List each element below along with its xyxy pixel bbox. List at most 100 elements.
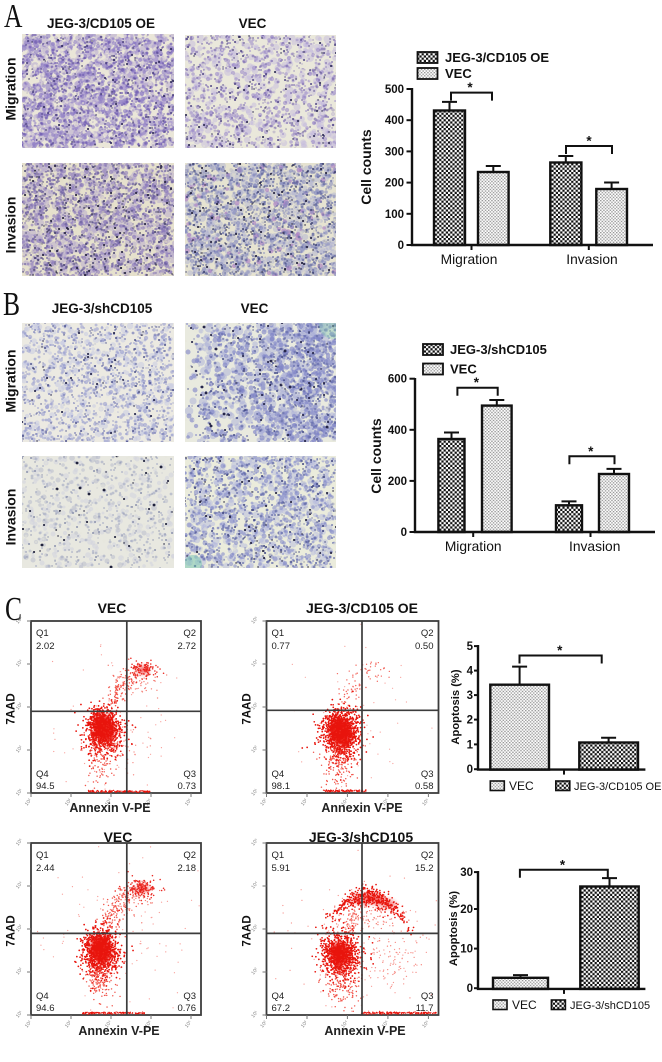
- svg-text:Q1: Q1: [36, 850, 49, 861]
- svg-text:10²: 10²: [250, 745, 259, 755]
- svg-text:10⁴: 10⁴: [104, 1019, 113, 1029]
- svg-text:10³: 10³: [300, 1020, 309, 1030]
- svg-text:200: 200: [385, 178, 404, 190]
- svg-text:0.77: 0.77: [272, 641, 291, 652]
- svg-text:10⁵: 10⁵: [184, 798, 193, 808]
- svg-text:10⁴: 10⁴: [15, 880, 24, 890]
- svg-text:94.6: 94.6: [36, 1003, 55, 1014]
- svg-text:Q3: Q3: [183, 769, 196, 780]
- svg-text:2: 2: [467, 715, 473, 727]
- svg-text:1: 1: [467, 739, 474, 751]
- svg-text:15.2: 15.2: [415, 863, 434, 874]
- svg-text:3: 3: [467, 690, 473, 702]
- svg-text:10⁵: 10⁵: [381, 798, 390, 808]
- svg-text:Q3: Q3: [421, 769, 434, 780]
- svg-text:10³: 10³: [64, 798, 73, 808]
- svg-text:Q1: Q1: [36, 628, 49, 639]
- svg-text:2.02: 2.02: [36, 641, 55, 652]
- svg-text:Q1: Q1: [272, 850, 285, 861]
- svg-text:0: 0: [467, 983, 473, 995]
- svg-text:JEG-3/CD105 OE: JEG-3/CD105 OE: [445, 50, 549, 65]
- svg-text:0: 0: [398, 240, 404, 252]
- svg-text:Invasion: Invasion: [2, 489, 18, 546]
- svg-text:Q2: Q2: [421, 628, 434, 639]
- svg-text:*: *: [588, 444, 594, 459]
- svg-text:10²: 10²: [24, 798, 33, 808]
- svg-text:JEG-3/shCD105: JEG-3/shCD105: [450, 342, 547, 357]
- svg-text:7AAD: 7AAD: [6, 694, 18, 725]
- svg-text:Q3: Q3: [183, 991, 196, 1002]
- svg-text:0.73: 0.73: [178, 781, 197, 792]
- svg-text:*: *: [474, 375, 480, 390]
- svg-text:10³: 10³: [15, 702, 24, 712]
- svg-text:300: 300: [385, 146, 404, 158]
- svg-text:0: 0: [467, 764, 473, 776]
- svg-text:98.1: 98.1: [272, 781, 291, 792]
- svg-text:4: 4: [467, 666, 474, 678]
- svg-text:5.91: 5.91: [272, 863, 291, 874]
- svg-text:Invasion: Invasion: [566, 252, 617, 267]
- svg-text:600: 600: [388, 374, 407, 386]
- svg-text:10⁴: 10⁴: [104, 797, 113, 807]
- svg-text:400: 400: [385, 115, 404, 127]
- svg-text:0.76: 0.76: [178, 1003, 197, 1014]
- svg-text:20: 20: [460, 904, 473, 916]
- svg-text:Apoptosis (%): Apoptosis (%): [450, 669, 462, 744]
- svg-text:10⁵: 10⁵: [184, 1020, 193, 1030]
- svg-text:0: 0: [401, 527, 407, 539]
- svg-text:Migration: Migration: [445, 539, 502, 554]
- svg-text:10²: 10²: [15, 745, 24, 755]
- svg-text:10⁴: 10⁴: [15, 658, 24, 668]
- svg-text:Apoptosis (%): Apoptosis (%): [448, 891, 460, 966]
- svg-text:VEC: VEC: [512, 998, 537, 1012]
- svg-text:2.72: 2.72: [178, 641, 197, 652]
- svg-text:10⁴: 10⁴: [250, 658, 259, 668]
- svg-text:10²: 10²: [259, 798, 268, 808]
- svg-text:10⁵: 10⁵: [15, 616, 24, 626]
- svg-text:10²: 10²: [259, 1020, 268, 1030]
- svg-text:Q2: Q2: [183, 628, 196, 639]
- svg-text:10¹: 10¹: [250, 1010, 259, 1020]
- svg-text:Migration: Migration: [441, 252, 498, 267]
- svg-text:11.7: 11.7: [416, 1003, 434, 1014]
- svg-text:94.5: 94.5: [36, 781, 55, 792]
- svg-text:10³: 10³: [15, 924, 24, 934]
- svg-text:200: 200: [388, 476, 407, 488]
- svg-text:10³: 10³: [64, 1020, 73, 1030]
- svg-text:Q4: Q4: [272, 769, 285, 780]
- svg-text:30: 30: [460, 867, 473, 879]
- svg-text:10²: 10²: [250, 967, 259, 977]
- svg-text:VEC: VEC: [450, 362, 477, 377]
- svg-text:100: 100: [385, 209, 404, 221]
- svg-text:*: *: [467, 80, 473, 95]
- svg-text:Cell counts: Cell counts: [360, 129, 374, 205]
- svg-text:Invasion: Invasion: [569, 539, 620, 554]
- svg-text:Q2: Q2: [421, 850, 434, 861]
- svg-text:Cell counts: Cell counts: [368, 418, 384, 494]
- svg-text:2.18: 2.18: [178, 863, 197, 874]
- svg-text:10⁵: 10⁵: [250, 838, 259, 848]
- svg-text:*: *: [557, 643, 563, 658]
- svg-text:10⁴: 10⁴: [340, 1019, 349, 1029]
- svg-text:400: 400: [388, 425, 407, 437]
- svg-text:7AAD: 7AAD: [241, 694, 253, 725]
- svg-text:10³: 10³: [250, 924, 259, 934]
- svg-text:10⁵: 10⁵: [144, 1020, 153, 1030]
- svg-text:10³: 10³: [250, 702, 259, 712]
- svg-text:10¹: 10¹: [15, 788, 24, 798]
- svg-text:10: 10: [460, 944, 473, 956]
- svg-text:0.50: 0.50: [415, 641, 434, 652]
- svg-text:0.58: 0.58: [415, 781, 434, 792]
- svg-text:2.44: 2.44: [36, 863, 55, 874]
- svg-text:Migration: Migration: [2, 349, 18, 412]
- svg-text:*: *: [560, 858, 566, 873]
- svg-text:Q1: Q1: [272, 628, 285, 639]
- svg-text:VEC: VEC: [509, 779, 534, 793]
- svg-text:JEG-3/shCD105: JEG-3/shCD105: [570, 1000, 650, 1012]
- svg-text:10²: 10²: [24, 1020, 33, 1030]
- svg-text:10⁵: 10⁵: [144, 798, 153, 808]
- svg-text:7AAD: 7AAD: [241, 916, 253, 947]
- svg-text:10⁵: 10⁵: [421, 798, 430, 808]
- svg-text:500: 500: [385, 84, 404, 96]
- svg-text:Q4: Q4: [36, 991, 49, 1002]
